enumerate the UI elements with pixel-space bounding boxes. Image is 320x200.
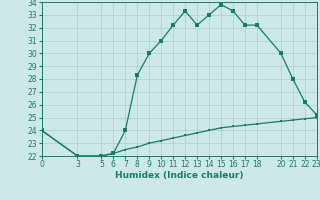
X-axis label: Humidex (Indice chaleur): Humidex (Indice chaleur) xyxy=(115,171,244,180)
